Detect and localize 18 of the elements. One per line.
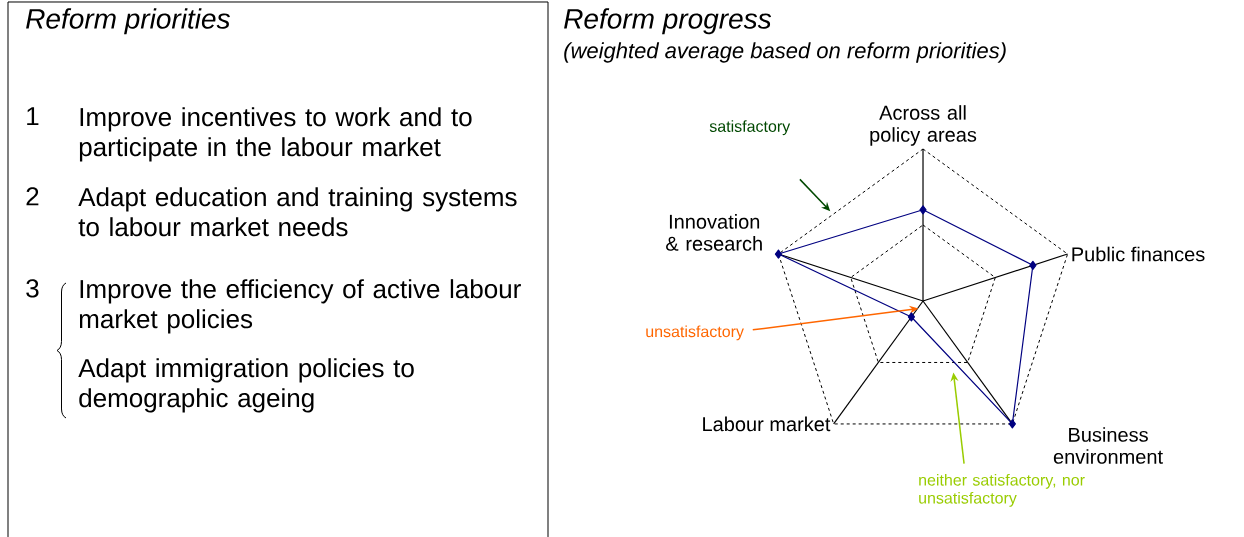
spoke-label: Labour market (703, 416, 831, 432)
chart-subtitle: (weighted average based on reform priorities) (564, 42, 1006, 63)
text: 1 (27, 107, 39, 126)
text: Reform priorities (26, 8, 230, 35)
spoke-label: Business environment (1053, 427, 1163, 464)
text: Adapt education and training systems to labour market needs (78, 187, 517, 237)
text: 3 (26, 279, 39, 298)
text: satisfactory (709, 120, 791, 136)
spoke-label: Across all policy areas (870, 105, 977, 146)
text: unsatisfactory (646, 325, 744, 341)
text: Improve the efficiency of active labour market policies (79, 279, 521, 334)
text: Improve incentives to work and to participate in the labour market (79, 107, 472, 162)
spoke-label: Innovation & research (666, 214, 762, 251)
chart-title: Reform progress (564, 8, 772, 35)
text: 2 (26, 187, 39, 206)
text: neither satisfactory, nor unsatisfactory (919, 473, 1085, 507)
spoke-label: Public finances (1072, 246, 1205, 262)
text: Adapt immigration policies to demographic ageing (78, 358, 414, 413)
